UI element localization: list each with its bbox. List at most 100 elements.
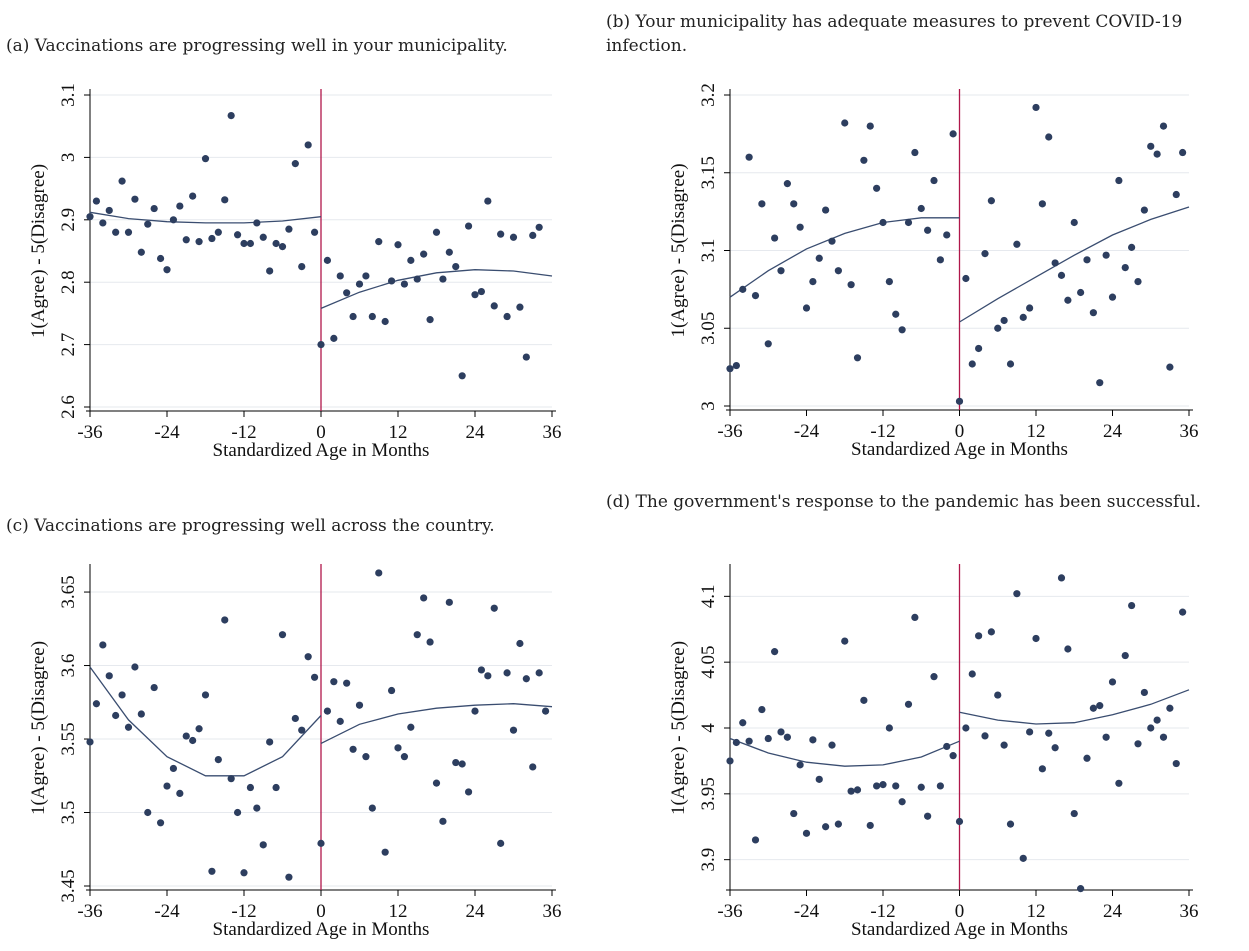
- data-point: [278, 631, 287, 639]
- data-point: [1064, 645, 1072, 653]
- x-axis-title: Standardized Age in Months: [851, 919, 1068, 940]
- fit-line-left: [89, 666, 322, 777]
- x-tick-label: 24: [466, 901, 486, 922]
- x-tick-label: -24: [154, 901, 180, 922]
- data-point: [1064, 296, 1072, 304]
- data-point: [949, 752, 957, 760]
- data-point: [739, 719, 747, 727]
- data-point: [745, 737, 753, 745]
- data-point: [1026, 304, 1034, 312]
- data-point: [150, 204, 158, 213]
- x-tick-label: -36: [77, 901, 102, 922]
- data-point: [1147, 724, 1155, 732]
- data-point: [400, 753, 409, 761]
- data-point: [144, 808, 152, 817]
- data-point: [834, 820, 842, 828]
- data-point: [298, 263, 306, 271]
- data-point: [381, 317, 389, 326]
- data-point: [137, 248, 145, 256]
- data-point: [310, 673, 319, 681]
- caption-panel-a: (a) Vaccinations are progressing well in…: [6, 36, 508, 56]
- data-point: [1108, 678, 1117, 686]
- data-point: [464, 788, 473, 796]
- data-point: [802, 304, 811, 312]
- y-tick-label: 3.45: [58, 869, 79, 902]
- data-point: [182, 236, 190, 244]
- data-point: [968, 360, 976, 368]
- x-tick-label: -36: [717, 421, 742, 442]
- x-tick-label: -24: [794, 421, 820, 442]
- data-point: [955, 817, 964, 826]
- data-point: [841, 637, 849, 645]
- y-tick-label: 3.05: [698, 312, 719, 345]
- data-point: [841, 119, 849, 127]
- data-point: [92, 700, 101, 708]
- data-point: [1102, 251, 1110, 259]
- data-point: [802, 829, 811, 837]
- data-point: [981, 732, 989, 740]
- data-point: [994, 324, 1002, 332]
- data-point: [477, 287, 486, 296]
- data-point: [420, 594, 428, 602]
- data-point: [796, 761, 804, 769]
- data-point: [221, 616, 229, 624]
- data-point: [497, 230, 505, 238]
- data-point: [278, 243, 287, 251]
- data-point: [394, 241, 402, 249]
- y-tick-label: 2.7: [58, 333, 79, 357]
- data-point: [163, 782, 171, 790]
- data-point: [1057, 271, 1066, 279]
- x-tick-label: -36: [77, 422, 102, 443]
- data-point: [1013, 240, 1021, 248]
- data-point: [458, 760, 466, 768]
- data-point: [1134, 740, 1142, 748]
- data-point: [253, 804, 261, 812]
- data-point: [272, 239, 280, 248]
- data-point: [272, 783, 280, 792]
- data-point: [99, 219, 107, 227]
- data-point: [195, 238, 203, 246]
- data-point: [246, 239, 255, 248]
- data-point: [541, 707, 550, 715]
- fit-line-right: [959, 206, 1190, 323]
- data-point: [201, 691, 210, 699]
- data-point: [291, 160, 299, 168]
- data-point: [1077, 885, 1085, 893]
- data-point: [1179, 608, 1187, 616]
- data-point: [1019, 313, 1027, 321]
- data-point: [975, 632, 983, 640]
- data-point: [176, 202, 184, 210]
- data-point: [452, 758, 460, 767]
- data-point: [1045, 133, 1053, 141]
- data-point: [522, 353, 530, 361]
- data-point: [208, 867, 216, 875]
- data-point: [516, 303, 524, 311]
- data-point: [726, 757, 734, 765]
- data-point: [407, 256, 415, 264]
- y-tick-label: 3.2: [698, 83, 719, 107]
- x-tick-label: -12: [231, 422, 256, 443]
- data-point: [137, 710, 145, 718]
- data-point: [285, 225, 293, 233]
- data-point: [394, 744, 402, 752]
- data-point: [1051, 744, 1059, 752]
- data-point: [853, 786, 862, 794]
- data-point: [343, 289, 351, 297]
- data-point: [866, 821, 874, 830]
- data-point: [452, 263, 460, 271]
- data-point: [304, 653, 312, 661]
- data-point: [758, 200, 766, 208]
- data-point: [1140, 206, 1148, 214]
- data-point: [1019, 854, 1027, 862]
- data-point: [732, 361, 740, 370]
- data-point: [1000, 316, 1008, 325]
- data-point: [1083, 256, 1091, 264]
- data-point: [86, 738, 94, 746]
- data-point: [439, 275, 447, 283]
- data-point: [994, 691, 1002, 699]
- data-point: [381, 848, 389, 856]
- data-point: [253, 219, 261, 227]
- data-point: [1102, 733, 1110, 741]
- data-point: [445, 598, 453, 606]
